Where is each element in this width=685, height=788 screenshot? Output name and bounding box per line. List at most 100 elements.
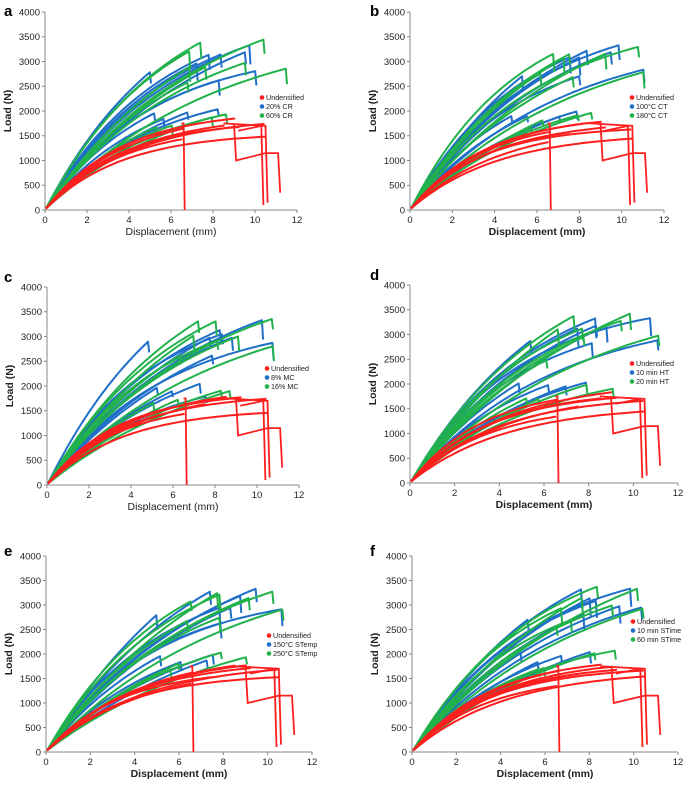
undensified-curve [47, 412, 185, 485]
x-tick-label: 0 [44, 490, 49, 501]
blue-series-curve [410, 68, 646, 210]
undensified-curve [412, 675, 646, 752]
y-tick-label: 500 [391, 723, 407, 734]
y-axis-label: Load (N) [367, 90, 379, 133]
y-tick-label: 1000 [384, 429, 405, 440]
legend-marker [629, 370, 635, 375]
legend-entry: 150°C STemp [273, 640, 317, 649]
y-tick-label: 3500 [21, 307, 42, 318]
y-tick-label: 3500 [20, 576, 41, 587]
panel-letter: f [370, 543, 376, 560]
legend-entry: 8% MC [271, 373, 295, 382]
undensified-failure-tail [599, 395, 648, 476]
y-tick-label: 4000 [19, 7, 40, 18]
legend-entry: Undensified [273, 631, 311, 640]
green-series-curve [45, 41, 203, 209]
y-tick-label: 2500 [19, 82, 40, 93]
green-series-curve [46, 600, 193, 752]
undensified-curve [412, 668, 618, 752]
y-tick-label: 0 [36, 747, 41, 758]
x-tick-label: 4 [126, 215, 131, 226]
series-curves [410, 312, 661, 484]
undensified-failure-tail [600, 665, 648, 745]
legend-marker [629, 104, 635, 109]
x-tick-label: 8 [586, 488, 591, 499]
green-series-curve [412, 596, 584, 752]
legend-entry: Undensified [271, 364, 309, 373]
undensified-curve [46, 682, 192, 752]
y-tick-label: 2000 [386, 649, 407, 660]
undensified-failure-tail [244, 666, 296, 735]
x-axis-label: Displacement (mm) [131, 768, 228, 780]
undensified-curve [410, 131, 570, 210]
green-series-curve [410, 76, 575, 210]
legend-entry: 60 min STime [637, 635, 681, 644]
panel-letter: d [370, 267, 379, 284]
undensified-curve [412, 685, 558, 752]
x-tick-label: 12 [294, 490, 305, 501]
series-curves [410, 44, 648, 211]
x-tick-label: 10 [628, 757, 639, 768]
y-tick-label: 500 [26, 456, 42, 467]
y-tick-label: 2000 [384, 106, 405, 117]
y-tick-label: 2500 [384, 82, 405, 93]
undensified-curve [45, 138, 183, 210]
legend-entry: Undensified [636, 93, 674, 102]
undensified-failure-tail [181, 122, 186, 211]
y-tick-label: 3000 [386, 600, 407, 611]
y-tick-label: 4000 [386, 551, 407, 562]
y-tick-label: 3000 [20, 600, 41, 611]
undensified-failure-tail [604, 124, 631, 206]
panel-letter: e [4, 543, 12, 560]
y-axis-label: Load (N) [369, 633, 381, 676]
legend-marker [264, 366, 270, 371]
green-series-curve [410, 358, 549, 483]
x-tick-label: 0 [409, 757, 414, 768]
blue-series-curve [46, 653, 215, 752]
x-tick-label: 8 [221, 757, 226, 768]
chart-panel-f: f 0 500 1000 1500 2000 2500 3000 3500 4000 0 2 4 6 8 10… [369, 543, 683, 780]
legend-entry: Undensified [266, 93, 304, 102]
legend-entry: 20 min HT [636, 377, 670, 386]
undensified-curve [412, 663, 602, 752]
legend-entry: Undensified [636, 359, 674, 368]
chart-panel-b: b 0 500 1000 1500 2000 2500 3000 3500 4000 0 2 4 6 8 10… [367, 3, 674, 238]
undensified-curve [410, 398, 559, 483]
y-tick-label: 4000 [384, 280, 405, 291]
x-tick-label: 8 [587, 757, 592, 768]
green-series-curve [47, 320, 218, 485]
green-series-curve [47, 335, 241, 485]
undensified-curve [45, 117, 236, 210]
blue-series-curve [412, 606, 644, 752]
panel-letter: a [4, 3, 13, 20]
undensified-failure-tail [190, 665, 195, 753]
legend-entry: 10 min HT [636, 368, 670, 377]
y-tick-label: 1000 [21, 431, 42, 442]
legend-entry: 10 min STime [637, 626, 681, 635]
green-series-curve [412, 627, 559, 752]
x-tick-label: 6 [542, 757, 547, 768]
legend-entry: 60% CR [266, 111, 293, 120]
undensified-curve [410, 121, 592, 210]
y-axis-label: Load (N) [2, 90, 14, 133]
y-tick-label: 2000 [20, 649, 41, 660]
legend-marker [266, 651, 272, 656]
y-tick-label: 4000 [20, 551, 41, 562]
panel-letter: b [370, 3, 379, 20]
y-tick-label: 3000 [21, 332, 42, 343]
x-tick-label: 10 [628, 488, 639, 499]
x-tick-label: 10 [252, 490, 263, 501]
y-tick-label: 0 [400, 478, 405, 489]
y-tick-label: 3500 [384, 305, 405, 316]
x-tick-label: 0 [407, 488, 412, 499]
green-series-curve [46, 620, 190, 752]
green-series-curve [410, 327, 585, 483]
chart-panel-c: c 0 500 1000 1500 2000 2500 3000 3500 4000 0 2 4 6 8 10… [4, 269, 309, 513]
blue-series-curve [47, 340, 151, 484]
x-tick-label: 2 [454, 757, 459, 768]
panel-letter: c [4, 269, 12, 286]
